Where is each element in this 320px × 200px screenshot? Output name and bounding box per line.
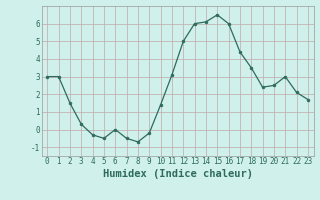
- X-axis label: Humidex (Indice chaleur): Humidex (Indice chaleur): [103, 169, 252, 179]
